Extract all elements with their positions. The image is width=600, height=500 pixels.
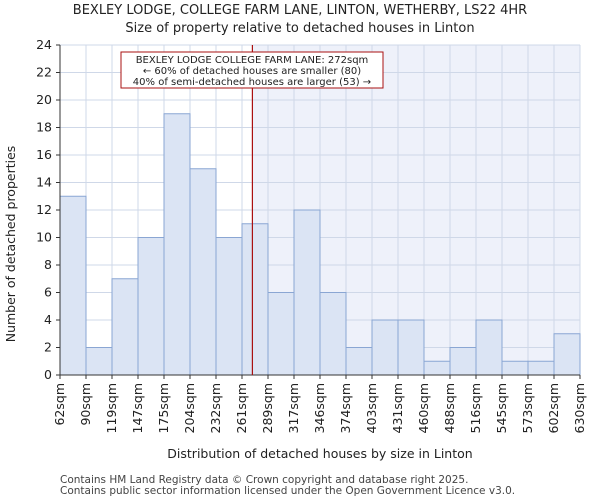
histogram-bar [397, 319, 425, 376]
y-tick-label: 8 [44, 257, 52, 272]
annotation-line-3: 40% of semi-detached houses are larger (… [133, 77, 371, 88]
histogram-bar [319, 292, 347, 376]
annotation-line-1: BEXLEY LODGE COLLEGE FARM LANE: 272sqm [136, 55, 369, 66]
histogram-bar [267, 292, 295, 376]
x-tick-label: 289sqm [260, 383, 275, 433]
histogram-bar [215, 237, 243, 376]
x-tick-label: 545sqm [494, 383, 509, 433]
y-tick-label: 14 [36, 175, 52, 190]
histogram-bar [111, 278, 139, 376]
histogram-bar [475, 319, 503, 376]
x-tick-label: 147sqm [130, 383, 145, 433]
histogram-bar [501, 360, 529, 376]
y-tick-label: 4 [44, 312, 52, 327]
y-tick-label: 20 [36, 92, 52, 107]
y-tick-label: 16 [36, 147, 52, 162]
footer-licence: Contains public sector information licen… [60, 485, 516, 497]
y-tick-label: 6 [44, 285, 52, 300]
chart-subtitle: Size of property relative to detached ho… [125, 21, 474, 36]
histogram-bar [241, 223, 269, 376]
histogram-bar [371, 319, 399, 376]
x-tick-label: 119sqm [104, 383, 119, 433]
annotation-line-2: ← 60% of detached houses are smaller (80… [143, 66, 361, 77]
x-tick-label: 261sqm [234, 383, 249, 433]
x-tick-label: 204sqm [182, 383, 197, 433]
histogram-bar [423, 360, 451, 376]
y-tick-label: 18 [36, 120, 52, 135]
chart-title: BEXLEY LODGE, COLLEGE FARM LANE, LINTON,… [73, 3, 527, 18]
y-tick-label: 10 [36, 230, 52, 245]
x-tick-label: 62sqm [52, 383, 67, 426]
histogram-bar [137, 237, 165, 376]
y-tick-label: 0 [44, 367, 52, 382]
x-tick-label: 431sqm [390, 383, 405, 433]
x-axis-label: Distribution of detached houses by size … [167, 446, 472, 461]
histogram-bar [527, 360, 555, 376]
x-tick-label: 175sqm [156, 383, 171, 433]
histogram-chart: BEXLEY LODGE, COLLEGE FARM LANE, LINTON,… [3, 3, 587, 461]
x-tick-label: 403sqm [364, 383, 379, 433]
y-tick-label: 2 [44, 340, 52, 355]
y-tick-label: 24 [36, 37, 52, 52]
x-tick-label: 317sqm [286, 383, 301, 433]
x-tick-label: 232sqm [208, 383, 223, 433]
x-tick-label: 573sqm [520, 383, 535, 433]
x-tick-label: 90sqm [78, 383, 93, 426]
histogram-bar [163, 113, 191, 376]
footer-copyright: Contains HM Land Registry data © Crown c… [60, 474, 469, 486]
histogram-bar [189, 168, 217, 376]
histogram-bar [59, 195, 87, 376]
histogram-bar [293, 209, 321, 376]
x-tick-label: 602sqm [546, 383, 561, 433]
y-tick-label: 22 [36, 65, 52, 80]
x-tick-label: 516sqm [468, 383, 483, 433]
annotation-box [120, 51, 384, 89]
x-tick-label: 346sqm [312, 383, 327, 433]
histogram-bar [85, 347, 113, 376]
histogram-bar [345, 347, 373, 376]
y-tick-label: 12 [36, 202, 52, 217]
histogram-bar [449, 347, 477, 376]
x-tick-label: 630sqm [572, 383, 587, 433]
x-tick-label: 374sqm [338, 383, 353, 433]
x-tick-label: 460sqm [416, 383, 431, 433]
y-axis-label: Number of detached properties [3, 146, 18, 343]
histogram-bar [553, 333, 581, 376]
x-tick-label: 488sqm [442, 383, 457, 433]
